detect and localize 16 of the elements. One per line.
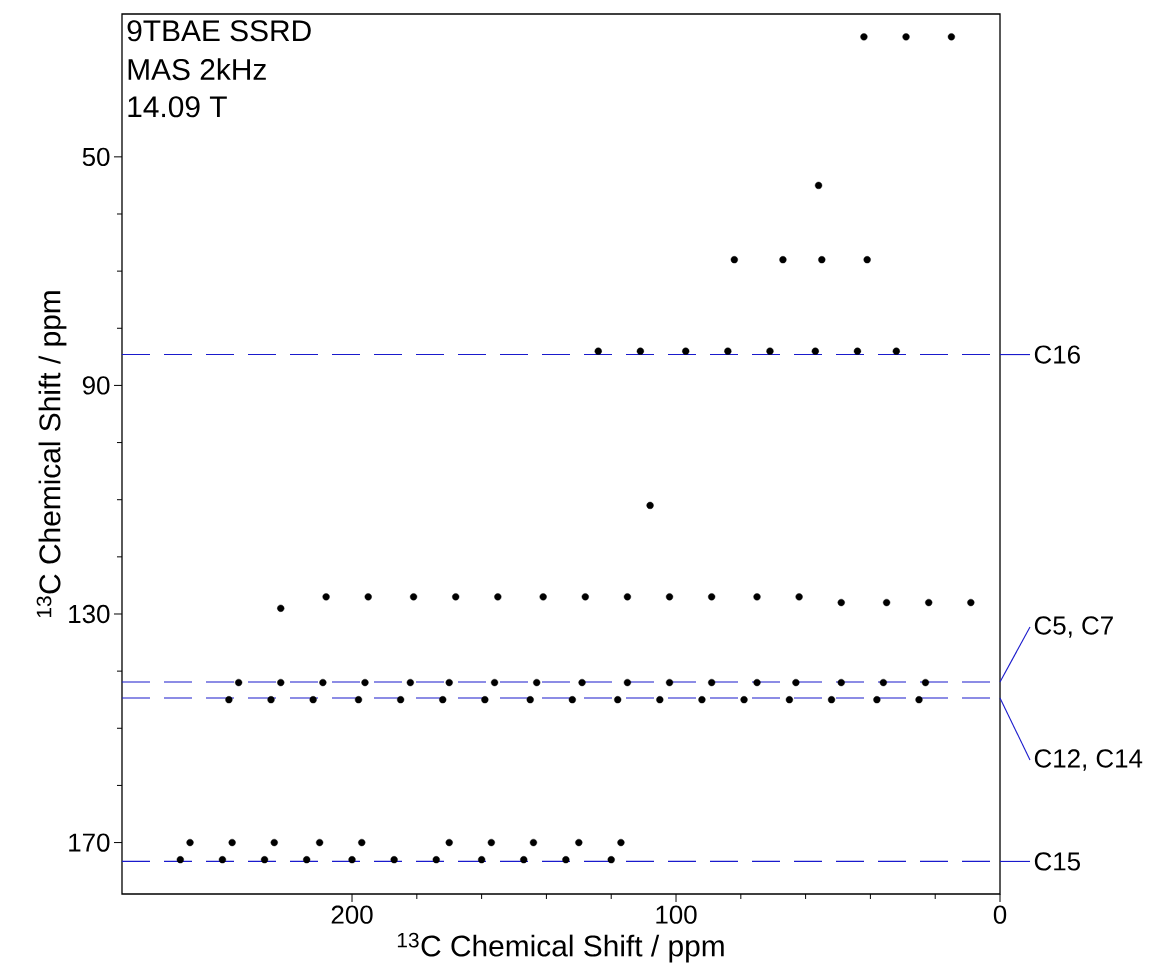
y-tick-label: 50 [82, 147, 110, 167]
y-tick-label: 130 [69, 604, 110, 624]
y-tick-label: 90 [82, 376, 110, 395]
ref-line-label: C16 [1034, 345, 1080, 364]
x-tick-label: 200 [331, 905, 373, 924]
y-tick-label: 170 [69, 833, 110, 852]
ref-line-label: C5, C7 [1034, 616, 1113, 638]
x-axis-title: $^{13}$C Chemical Shift / ppm [397, 932, 724, 963]
annotation: MAS 2kHz [128, 58, 266, 81]
annotation: 9TBAE SSRD [127, 20, 311, 42]
x-tick-label: 100 [656, 905, 697, 924]
annotation: 14.09 T [128, 96, 227, 118]
ref-line-label: C12, C14 [1034, 749, 1143, 771]
x-tick-label: 0 [993, 905, 1007, 924]
ref-line-label: C15 [1034, 852, 1080, 871]
y-axis-title: $^{13}$C Chemical Shift / ppm [36, 291, 67, 618]
